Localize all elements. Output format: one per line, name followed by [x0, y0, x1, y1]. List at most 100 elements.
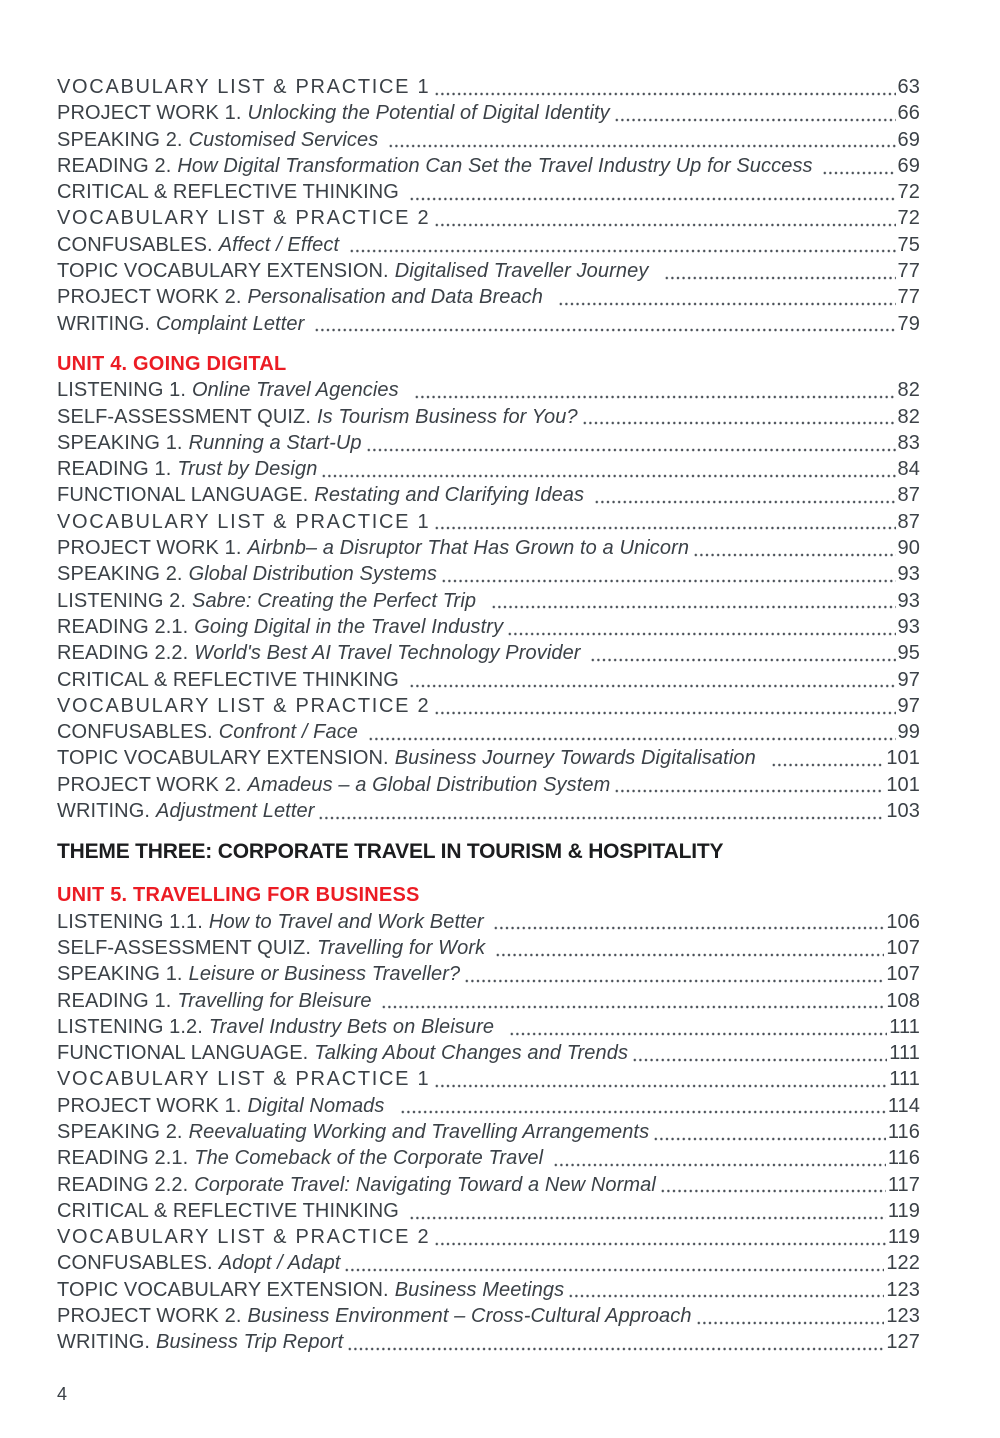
- entry-label: WRITING.: [57, 1331, 151, 1354]
- dot-leader: [507, 613, 896, 641]
- entry-label: READING 2.2.: [57, 642, 189, 665]
- entry-title: Confront / Face: [218, 721, 364, 744]
- entry-label: SPEAKING 2.: [57, 563, 183, 586]
- toc-entry: SPEAKING 1. Leisure or Business Traveller…: [57, 961, 920, 988]
- toc-entry: READING 2. How Digital Transformation Can…: [57, 152, 920, 180]
- entry-title: Digital Nomads: [247, 1094, 396, 1117]
- dot-leader: [464, 961, 885, 988]
- dot-leader: [558, 284, 896, 311]
- entry-page-number: 106: [886, 910, 920, 933]
- dot-leader: [822, 152, 896, 180]
- toc-entry: LISTENING 1.1. How to Travel and Work Bet…: [57, 908, 920, 935]
- entry-title: How Digital Transformation Can Set the T…: [177, 154, 819, 177]
- unit-heading: UNIT 5. TRAVELLING FOR BUSINESS: [57, 884, 420, 907]
- toc-entry: FUNCTIONAL LANGUAGE. Restating and Clarif…: [57, 482, 920, 509]
- dot-leader: [614, 771, 885, 799]
- entry-page-number: 66: [897, 102, 920, 125]
- dot-leader: [381, 987, 885, 1014]
- entry-label: CRITICAL & REFLECTIVE THINKING: [57, 1199, 405, 1222]
- dot-leader: [434, 1224, 886, 1251]
- entry-page-number: 99: [897, 721, 920, 744]
- entry-page-number: 84: [897, 458, 920, 481]
- toc-entry: READING 1. Trust by Design 84: [57, 456, 920, 483]
- toc-entry: TOPIC VOCABULARY EXTENSION. Business Meet…: [57, 1276, 920, 1304]
- entry-label: TOPIC VOCABULARY EXTENSION.: [57, 260, 389, 283]
- dot-leader: [568, 1276, 885, 1304]
- entry-title: Digitalised Traveller Journey: [394, 260, 660, 283]
- toc-entry: READING 2.2. Corporate Travel: Navigating…: [57, 1171, 920, 1198]
- entry-label: SPEAKING 1.: [57, 963, 183, 986]
- dot-leader: [493, 908, 885, 935]
- entry-page-number: 116: [887, 1147, 920, 1170]
- entry-label: READING 2.2.: [57, 1173, 189, 1196]
- entry-page-number: 111: [889, 1015, 920, 1038]
- entry-label: SELF-ASSESSMENT QUIZ.: [57, 936, 312, 959]
- dot-leader: [613, 100, 896, 127]
- dot-leader: [695, 1303, 885, 1330]
- entry-page-number: 63: [897, 76, 920, 98]
- entry-title: Restating and Clarifying Ideas: [314, 484, 590, 507]
- entry-title: Reevaluating Working and Travelling Arra…: [188, 1120, 650, 1143]
- entry-page-number: 127: [886, 1331, 920, 1354]
- toc-entry: LISTENING 1.2. Travel Industry Bets on Bl…: [57, 1013, 920, 1041]
- dot-leader: [440, 561, 896, 588]
- entry-label: READING 2.1.: [57, 1147, 189, 1170]
- entry-page-number: 123: [886, 1305, 920, 1328]
- entry-page-number: 72: [897, 207, 920, 230]
- entry-title: Travelling for Work: [317, 936, 491, 959]
- entry-label: WRITING.: [57, 312, 151, 335]
- dot-leader: [771, 745, 885, 772]
- entry-label: PROJECT WORK 1.: [57, 1094, 242, 1117]
- dot-leader: [494, 934, 885, 962]
- dot-leader: [318, 798, 885, 825]
- entry-title: Sabre: Creating the Perfect Trip: [192, 589, 488, 612]
- toc-entry: PROJECT WORK 2. Amadeus – a Global Distri…: [57, 771, 920, 799]
- toc-entry: PROJECT WORK 1. Digital Nomads 114: [57, 1092, 920, 1119]
- entry-label: PROJECT WORK 2.: [57, 773, 242, 796]
- entry-title: Travelling for Bleisure: [177, 989, 378, 1012]
- toc-entry: SPEAKING 1. Running a Start-Up 83: [57, 429, 920, 457]
- entry-page-number: 69: [897, 154, 920, 177]
- entry-label: SELF-ASSESSMENT QUIZ.: [57, 405, 312, 428]
- dot-leader: [590, 640, 896, 667]
- entry-page-number: 119: [887, 1226, 920, 1249]
- dot-leader: [509, 1013, 888, 1041]
- entry-title: Adjustment Letter: [156, 800, 315, 823]
- entry-label: CRITICAL & REFLECTIVE THINKING: [57, 668, 405, 691]
- entry-title: Business Environment – Cross-Cultural Ap…: [247, 1305, 692, 1328]
- entry-title: Trust by Design: [177, 458, 318, 481]
- entry-page-number: 93: [897, 589, 920, 612]
- toc-entry: PROJECT WORK 1. Airbnb– a Disruptor That …: [57, 535, 920, 562]
- entry-label: SPEAKING 2.: [57, 1120, 183, 1143]
- entry-title: Amadeus – a Global Distribution System: [247, 773, 611, 796]
- entry-title: Adopt / Adapt: [218, 1252, 341, 1275]
- entry-label: VOCABULARY LIST & PRACTICE 2: [57, 694, 431, 717]
- toc-entry: CRITICAL & REFLECTIVE THINKING 72: [57, 179, 920, 206]
- entry-title: Airbnb– a Disruptor That Has Grown to a …: [247, 537, 690, 560]
- toc-entry: READING 2.2. World's Best AI Travel Techn…: [57, 640, 920, 667]
- entry-label: LISTENING 1.1.: [57, 910, 203, 933]
- dot-leader: [434, 508, 896, 536]
- dot-leader: [552, 1145, 886, 1172]
- entry-label: VOCABULARY LIST & PRACTICE 2: [57, 207, 431, 230]
- dot-leader: [408, 1197, 886, 1225]
- entry-label: LISTENING 2.: [57, 589, 187, 612]
- dot-leader: [434, 205, 896, 232]
- toc-entry: CRITICAL & REFLECTIVE THINKING 119: [57, 1197, 920, 1225]
- dot-leader: [434, 74, 896, 101]
- toc-entry: TOPIC VOCABULARY EXTENSION. Business Jour…: [57, 745, 920, 772]
- toc-entry: CRITICAL & REFLECTIVE THINKING 97: [57, 666, 920, 693]
- dot-leader: [581, 403, 896, 430]
- entry-page-number: 75: [897, 233, 920, 256]
- dot-leader: [659, 1171, 886, 1198]
- entry-label: FUNCTIONAL LANGUAGE.: [57, 484, 309, 507]
- dot-leader: [663, 258, 896, 285]
- entry-title: Online Travel Agencies: [192, 379, 411, 402]
- entry-label: LISTENING 1.: [57, 379, 187, 402]
- entry-title: How to Travel and Work Better: [208, 910, 490, 933]
- entry-label: CONFUSABLES.: [57, 233, 213, 256]
- dot-leader: [344, 1250, 885, 1277]
- dot-leader: [414, 377, 896, 404]
- entry-label: VOCABULARY LIST & PRACTICE 1: [57, 1068, 431, 1091]
- entry-title: Customised Services: [188, 128, 384, 151]
